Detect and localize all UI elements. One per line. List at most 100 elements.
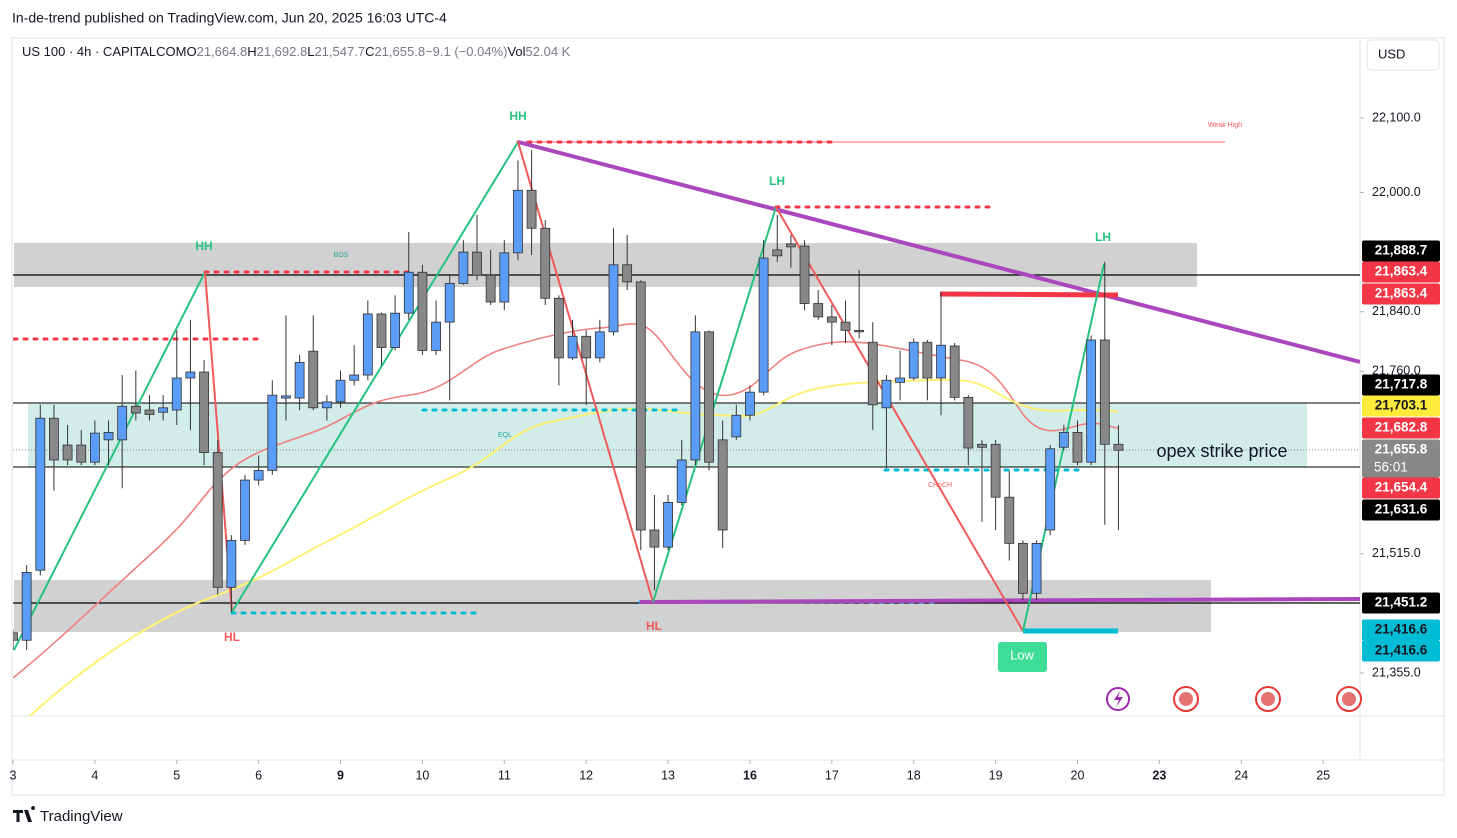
candle-body [594,331,605,359]
x-tick-label: 17 [825,768,839,782]
candle-body [431,321,441,351]
candle-body [1113,443,1124,451]
candle-body [567,335,578,359]
candle-body [499,252,510,303]
annotation: LH [1095,230,1111,244]
annotation: Weak High [1208,122,1242,129]
candle-body [76,444,87,463]
y-tick-label: 22,000.0 [1372,185,1421,199]
candle-body [171,377,182,411]
candle-body [745,391,755,416]
annotation: opex strike price [1156,441,1287,461]
currency-button[interactable] [1366,39,1440,71]
candle-body [813,303,824,318]
frame [11,37,1445,796]
candle-body [881,379,892,409]
supply-zone [14,243,1197,287]
price-label-bg [1362,395,1440,417]
x-tick-label: 18 [907,768,921,782]
candle-body [444,282,455,323]
legend-text: 21,655.8 [374,44,425,59]
annotation: Low [1010,647,1034,662]
price-label: 21,416.6 [1375,622,1428,637]
x-tick-label: 6 [255,768,262,782]
candle-body [335,379,346,403]
price-label-bg [1362,240,1440,262]
candle-body [253,469,264,481]
candle-body [281,395,291,399]
price-label: 21,888.7 [1375,243,1428,258]
candle-body [472,251,482,276]
countdown: 56:01 [1374,460,1408,475]
candle-body [840,321,851,331]
candle-body [130,405,141,414]
price-label: 21,655.8 [1375,442,1428,457]
price-label: 21,631.6 [1375,502,1428,517]
legend-text: L [307,44,314,59]
x-tick-label: 3 [10,768,17,782]
candle-body [1058,431,1069,448]
price-label: 21,682.8 [1375,420,1428,435]
price-label-bg [1362,499,1440,521]
annotation: CHoCH [928,482,952,489]
price-label-bg [1362,640,1440,662]
candle-body [635,281,646,531]
brand-logo [13,806,36,822]
candle-body [13,632,18,641]
currency[interactable]: USD [1378,46,1405,61]
candle-body [786,243,796,248]
candle-body [663,502,673,548]
candle-body [1099,339,1110,445]
x-tick-label: 9 [337,768,344,782]
x-tick-label: 12 [579,768,593,782]
price-label-bg [1362,619,1440,641]
candle-body [294,361,305,399]
trendline [517,140,1360,364]
annotation: HH [509,109,526,123]
legend-text: Vol [507,44,525,59]
candle-body [267,394,278,471]
x-tick-label: 13 [661,768,675,782]
annotation: HL [646,619,662,633]
candle-body [158,407,169,413]
candle-body [977,443,987,448]
price-label: 21,863.4 [1375,286,1428,301]
candle-body [1045,448,1056,531]
y-tick-label: 21,760.0 [1372,364,1421,378]
price-label-bg [1362,417,1440,439]
annotation: HH [195,239,212,253]
price-label-bg [1362,439,1440,478]
candle-body [731,414,742,438]
x-tick-label: 16 [743,768,757,782]
candle-body [854,329,865,333]
candle-body [990,443,1001,498]
candle-body [826,316,837,323]
candle-body [540,227,551,299]
candle-body [117,405,128,441]
price-label: 21,654.4 [1375,480,1428,495]
candle-body [799,245,810,304]
candle-body [390,312,401,348]
legend-text: 21,547.7 [314,44,365,59]
price-label: 21,717.8 [1375,377,1428,392]
price-label-bg [1362,592,1440,614]
legend-text: 21,664.8 [197,44,248,59]
candle-body [212,452,223,588]
price-label-bg [1362,374,1440,396]
x-tick-label: 20 [1071,768,1085,782]
candle-body [717,439,728,531]
candle-body [963,396,974,449]
y-tick-label: 21,840.0 [1372,304,1421,318]
candle-body [458,251,469,284]
candle-body [417,271,428,351]
candle-body [936,344,946,379]
annotation: EQL [498,432,512,439]
candle-body [513,189,523,254]
demand-zone [14,580,1211,632]
candle-body [485,274,496,303]
y-tick-label: 21,355.0 [1372,665,1421,679]
brand: TradingView [40,808,123,825]
candle-body [89,432,100,463]
legend-text: US 100 · 4h · CAPITALCOM [22,44,186,59]
